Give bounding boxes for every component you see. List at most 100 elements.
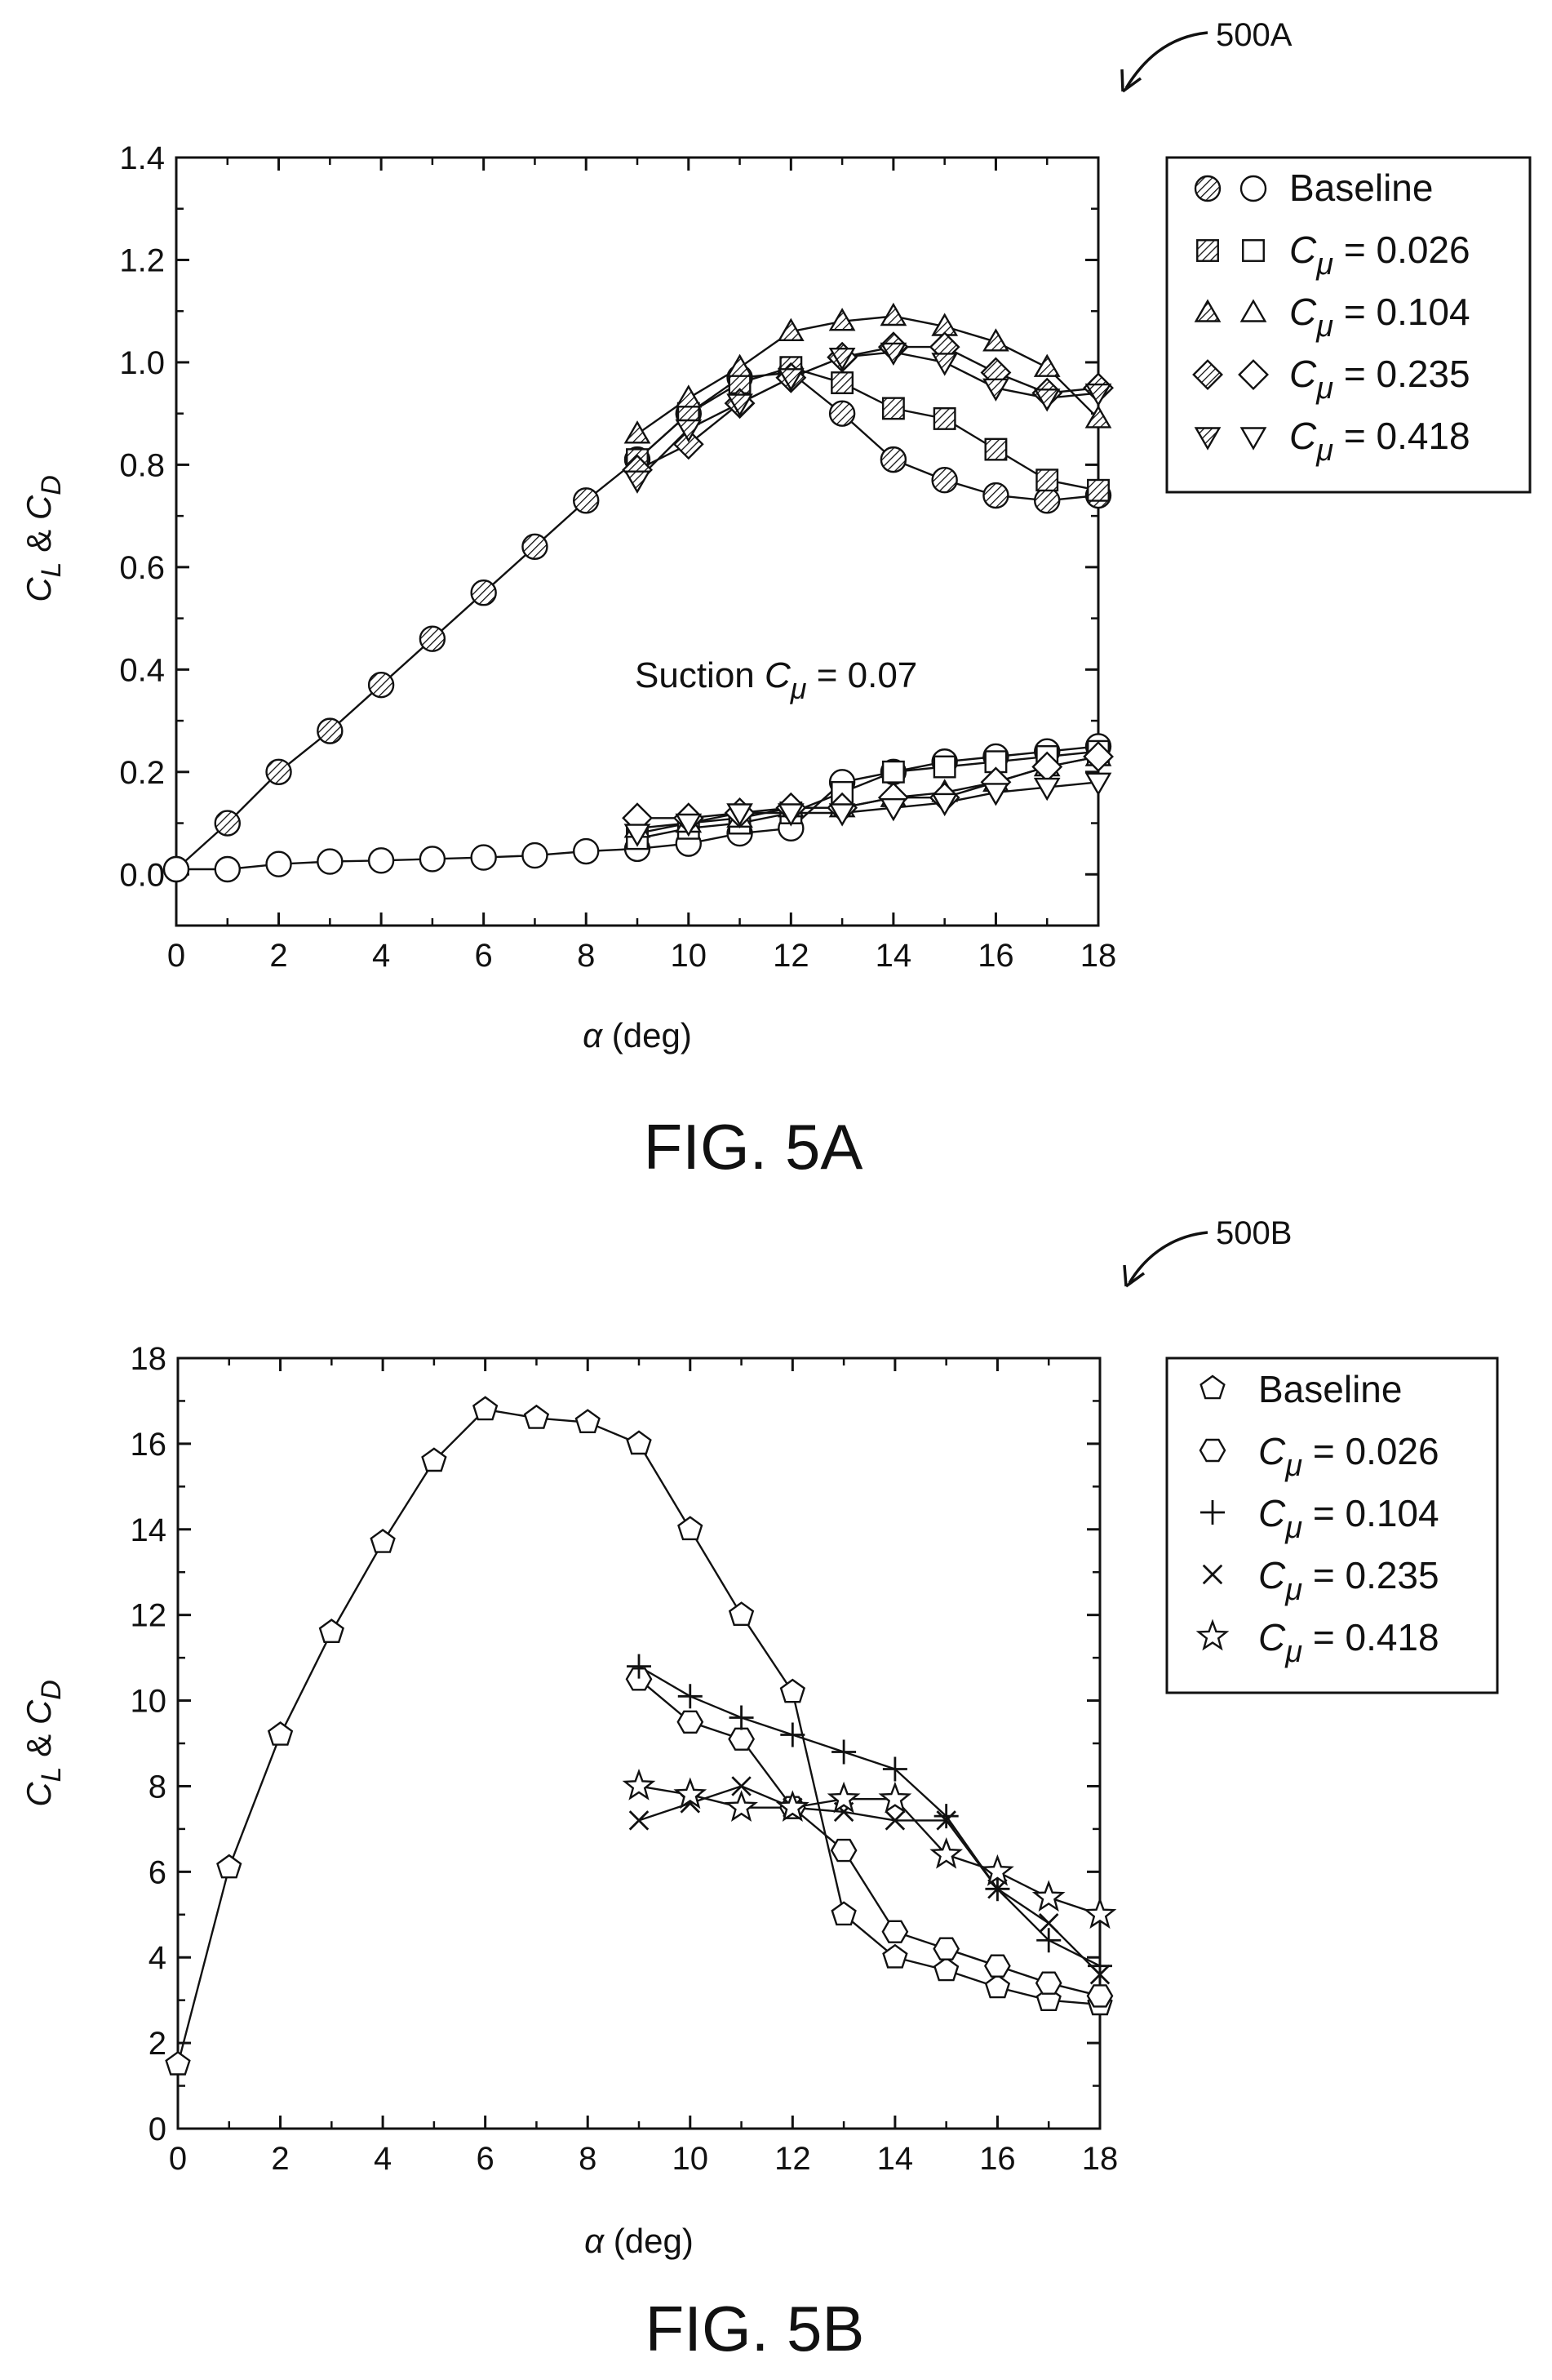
reference-label-500b: 500B <box>1216 1215 1292 1251</box>
axes-5b: 0 2 4 6 8 10 12 14 16 18 0 2 4 6 8 10 12 14 16 18 <box>131 1341 1119 2177</box>
y-tick-label: 12 <box>131 1598 167 1634</box>
data-point-plus-0104 <box>627 1654 651 1679</box>
data-point-diamond-0235-cl <box>672 428 704 460</box>
annotation-mu: μ <box>790 672 807 705</box>
data-point-square-0026-cl <box>1087 478 1110 502</box>
data-point-circle-Baseline-cl <box>880 446 907 473</box>
legend-markers-5b <box>1195 1374 1230 1651</box>
data-point-hexagon-0026 <box>1035 1971 1062 1995</box>
series-line-0026-cd <box>636 750 1099 840</box>
y-tick-label: 8 <box>149 1769 166 1805</box>
chart-fig-5b: 0 2 4 6 8 10 12 14 16 18 0 2 4 6 8 10 12 14 16 18 α (deg) C… <box>20 1341 1499 2364</box>
y-axis-c1: C <box>20 1782 58 1807</box>
annotation-prefix: Suction <box>635 655 765 695</box>
data-point-circle-Baseline-cd <box>521 841 548 869</box>
reference-500a: 500A <box>1120 17 1293 93</box>
data-point-circle-Baseline-cl <box>828 400 856 427</box>
data-point-star-0418 <box>725 1790 758 1822</box>
data-point-hexagon-0026 <box>881 1920 909 1943</box>
data-point-circle-Baseline-cl <box>982 482 1009 509</box>
data-point-triangle-down-0418-cl <box>1033 389 1061 412</box>
x-tick-label: 16 <box>979 2141 1016 2177</box>
data-point-cross-0235 <box>885 1810 906 1831</box>
y-tick-label: 6 <box>149 1854 166 1890</box>
x-axis-unit: (deg) <box>602 1016 692 1055</box>
legend-marker-open-circle <box>1239 175 1267 202</box>
series-line-0235 <box>638 1785 1101 1976</box>
legend-marker-plus <box>1200 1500 1225 1525</box>
data-point-pentagon-Baseline <box>779 1678 806 1703</box>
x-tick-label: 10 <box>671 938 707 974</box>
data-point-triangle-down-0418-cl <box>1084 383 1112 407</box>
x-tick-label: 0 <box>167 938 185 974</box>
y-axis-amp: & <box>20 520 58 562</box>
y-axis-c2: C <box>20 1699 58 1725</box>
data-point-hexagon-0026 <box>728 1727 755 1751</box>
y-tick-label: 1.4 <box>119 140 165 176</box>
data-point-star-0418 <box>1083 1897 1117 1929</box>
data-point-triangle-up-0104-cl <box>726 353 753 377</box>
data-point-triangle-down-0418-cl <box>623 470 651 494</box>
x-tick-label: 12 <box>774 2141 811 2177</box>
legend-marker-filled-triangle-up <box>1194 299 1222 322</box>
data-point-triangle-up-0104-cl <box>880 302 907 326</box>
x-tick-label: 4 <box>374 2141 392 2177</box>
data-point-circle-Baseline-cd <box>317 848 344 875</box>
data-point-pentagon-Baseline <box>831 1901 857 1926</box>
data-point-triangle-down-0418-cd <box>726 803 753 827</box>
legend-label-cmu-0418: Cμ = 0.418 <box>1289 415 1470 468</box>
x-tick-label: 14 <box>877 2141 914 2177</box>
series-line-0235-cl <box>636 345 1099 471</box>
series-lines-5b <box>176 1408 1101 2065</box>
data-point-circle-Baseline-cd <box>419 846 446 873</box>
y-axis-amp: & <box>20 1725 58 1766</box>
data-point-star-0418 <box>929 1836 964 1869</box>
legend-label-baseline: Baseline <box>1289 167 1433 209</box>
data-point-circle-Baseline-cl <box>1034 487 1061 514</box>
y-tick-label: 0.2 <box>119 755 165 791</box>
axes-5a: 0 2 4 6 8 10 12 14 16 18 0.0 0.2 0.4 0.6 0.8 1.0 1.2 1.4 <box>119 140 1116 974</box>
y-axis-s2: D <box>36 1680 67 1700</box>
data-point-hexagon-0026 <box>1086 1984 1114 2008</box>
y-tick-label: 0 <box>149 2111 166 2147</box>
data-point-square-0026-cl <box>831 371 854 394</box>
data-point-pentagon-Baseline <box>574 1409 601 1434</box>
data-point-triangle-down-0418-cd <box>623 824 651 847</box>
y-tick-label: 2 <box>149 2026 166 2062</box>
x-axis-symbol: α <box>584 2222 605 2260</box>
data-point-star-0418 <box>827 1781 861 1814</box>
y-tick-label: 0.4 <box>119 652 165 688</box>
x-tick-label: 14 <box>876 938 912 974</box>
y-tick-label: 0.6 <box>119 550 165 586</box>
data-point-circle-Baseline-cl <box>317 717 344 744</box>
data-point-pentagon-Baseline <box>626 1430 652 1455</box>
x-tick-label: 2 <box>269 938 287 974</box>
data-point-triangle-down-0418-cl <box>675 419 703 443</box>
legend-label-cmu-0104: Cμ = 0.104 <box>1289 291 1470 344</box>
legend-marker-open-square <box>1242 239 1265 262</box>
annotation-suffix: = 0.07 <box>807 655 918 695</box>
reference-500b: 500B <box>1123 1215 1292 1288</box>
data-point-plus-0104 <box>677 1684 703 1709</box>
data-point-cross-0235 <box>1089 1964 1111 1985</box>
data-point-triangle-down-0418-cl <box>828 348 856 371</box>
legend-marker-filled-square <box>1196 239 1219 262</box>
legend-marker-filled-circle <box>1194 175 1222 202</box>
data-point-pentagon-Baseline <box>370 1529 396 1553</box>
y-tick-label: 14 <box>131 1512 167 1548</box>
series-line-0418-cl <box>636 351 1099 482</box>
data-point-hexagon-0026 <box>933 1937 960 1960</box>
y-axis-s2: D <box>36 475 67 495</box>
x-tick-label: 18 <box>1082 2141 1119 2177</box>
data-point-pentagon-Baseline <box>933 1956 960 1982</box>
legend-label-cmu-0235: Cμ = 0.235 <box>1258 1554 1439 1607</box>
y-tick-label: 1.2 <box>119 242 165 278</box>
data-point-diamond-0235-cd <box>1083 741 1114 772</box>
series-lines-5a <box>175 315 1099 871</box>
data-point-pentagon-Baseline <box>318 1618 345 1644</box>
y-tick-label: 0.8 <box>119 447 165 483</box>
x-tick-label: 8 <box>577 938 595 974</box>
x-tick-label: 18 <box>1080 938 1117 974</box>
x-axis-symbol: α <box>583 1016 603 1055</box>
y-tick-label: 1.0 <box>119 345 165 381</box>
